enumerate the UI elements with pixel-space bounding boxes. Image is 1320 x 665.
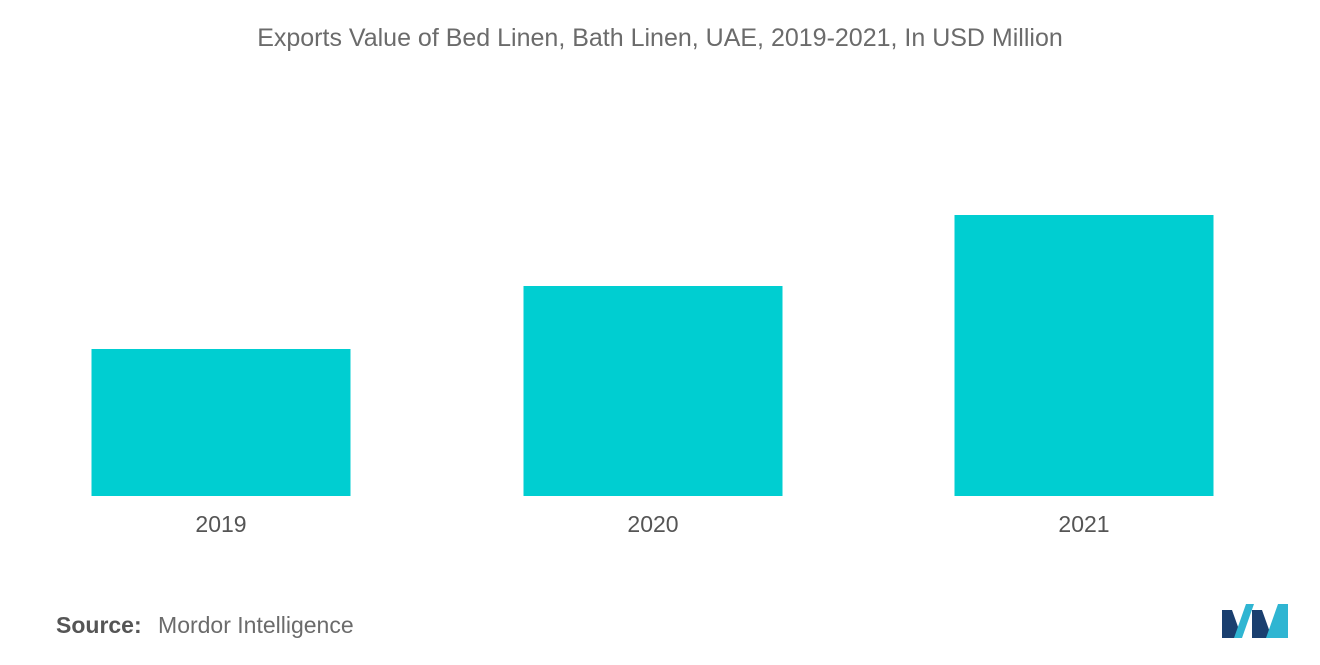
bar-2020 [523,286,783,496]
source-label: Source: [56,612,142,638]
chart-title: Exports Value of Bed Linen, Bath Linen, … [257,24,1063,52]
x-tick-label-2021: 2021 [1058,511,1109,537]
bar-2021 [954,215,1214,496]
x-tick-label-2020: 2020 [627,511,678,537]
x-tick-label-2019: 2019 [195,511,246,537]
source-text: Mordor Intelligence [158,612,354,638]
bar-2019 [91,349,351,496]
mordor-intelligence-logo-icon [1222,604,1288,638]
source-note: Source: Mordor Intelligence [56,612,354,639]
bar-chart: 2019 2020 2021 [91,215,1214,537]
